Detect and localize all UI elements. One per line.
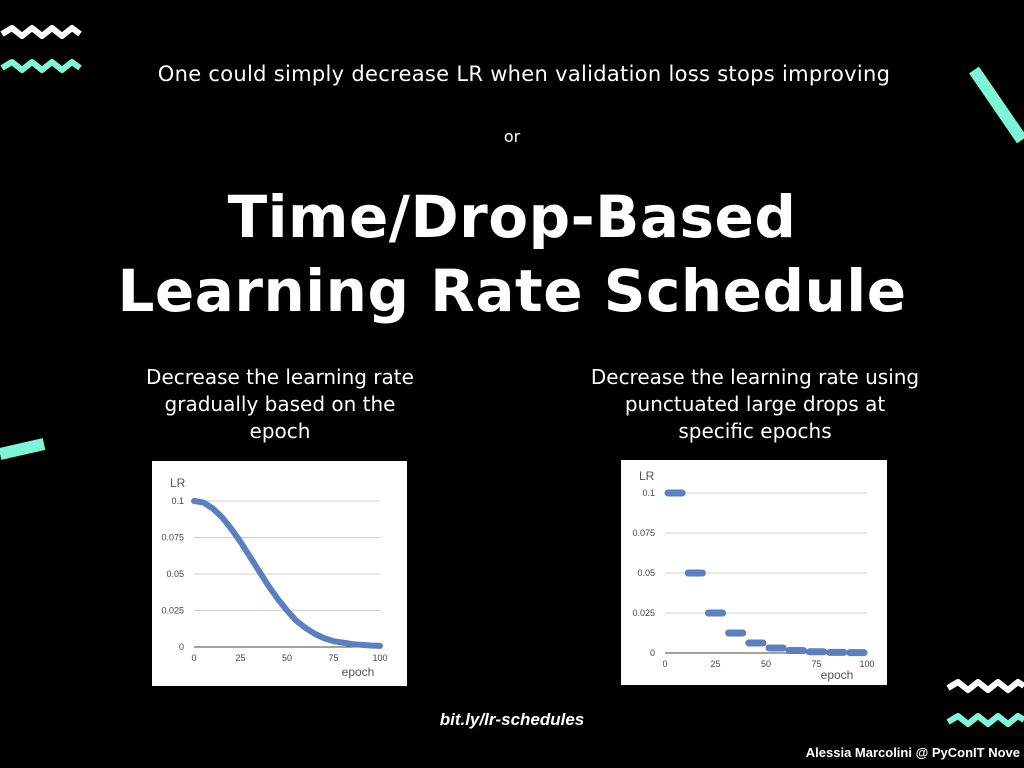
time-based-chart-x-tick-label: 0 <box>191 653 196 663</box>
time-based-chart-y-tick-label: 0 <box>179 642 184 652</box>
time-based-chart-y-tick-label: 0.025 <box>161 606 184 616</box>
drop-based-chart-svg: 0 0.025 0.05 0.075 0.1 0 25 50 75 100 LR epoch <box>632 469 874 682</box>
drop-based-chart-y-tick-label: 0.1 <box>642 488 655 498</box>
title-line-2: Learning Rate Schedule <box>117 257 907 325</box>
drop-based-chart: 0 0.025 0.05 0.075 0.1 0 25 50 75 100 LR epoch <box>621 460 887 685</box>
time-based-chart-x-tick-label: 50 <box>282 653 292 663</box>
bar-decoration-left <box>0 438 46 460</box>
subtitle: One could simply decrease LR when valida… <box>157 62 891 86</box>
time-based-chart-x-tick-label: 25 <box>235 653 245 663</box>
time-based-chart-svg: 0 0.025 0.05 0.075 0.1 0 25 50 75 100 LR epoch <box>161 476 387 679</box>
time-based-chart-x-tick-label: 100 <box>372 653 387 663</box>
time-based-chart-x-tick-label: 75 <box>328 653 338 663</box>
time-based-chart-series-line <box>191 498 383 649</box>
time-based-chart-y-axis-label: LR <box>170 476 186 490</box>
right-description: Decrease the learning rate using punctua… <box>590 365 920 443</box>
drop-based-chart-y-axis-label: LR <box>639 469 655 483</box>
drop-based-chart-x-tick-label: 50 <box>761 659 771 669</box>
drop-based-chart-x-tick-label: 75 <box>811 659 821 669</box>
drop-based-chart-x-tick-label: 0 <box>662 659 667 669</box>
zigzag-decoration-bottom-right <box>946 679 1024 727</box>
time-based-chart: 0 0.025 0.05 0.075 0.1 0 25 50 75 100 LR epoch <box>152 461 407 686</box>
slide-title: Time/Drop-Based Learning Rate Schedule <box>0 180 1024 328</box>
zigzag-decoration-top-left <box>0 25 82 73</box>
drop-based-chart-x-tick-label: 25 <box>710 659 720 669</box>
drop-based-chart-y-tick-label: 0.075 <box>632 528 655 538</box>
drop-based-chart-y-tick-label: 0.05 <box>637 568 655 578</box>
schedules-link[interactable]: bit.ly/lr-schedules <box>439 710 585 729</box>
diagonal-bar-decoration-top-right <box>969 66 1024 144</box>
footer-credit: Alessia Marcolini @ PyConIT Nove <box>805 745 1020 760</box>
time-based-chart-y-tick-label: 0.05 <box>166 569 184 579</box>
drop-based-chart-x-axis-label: epoch <box>821 668 854 682</box>
time-based-chart-y-tick-label: 0.1 <box>171 496 184 506</box>
drop-based-chart-y-tick-label: 0 <box>650 648 655 658</box>
title-line-1: Time/Drop-Based <box>227 183 797 251</box>
drop-based-chart-x-tick-label: 100 <box>859 659 874 669</box>
or-text: or <box>503 127 521 146</box>
time-based-chart-y-tick-label: 0.075 <box>161 533 184 543</box>
time-based-chart-x-axis-label: epoch <box>342 665 375 679</box>
left-description: Decrease the learning rate gradually bas… <box>146 365 414 443</box>
drop-based-chart-y-tick-label: 0.025 <box>632 608 655 618</box>
